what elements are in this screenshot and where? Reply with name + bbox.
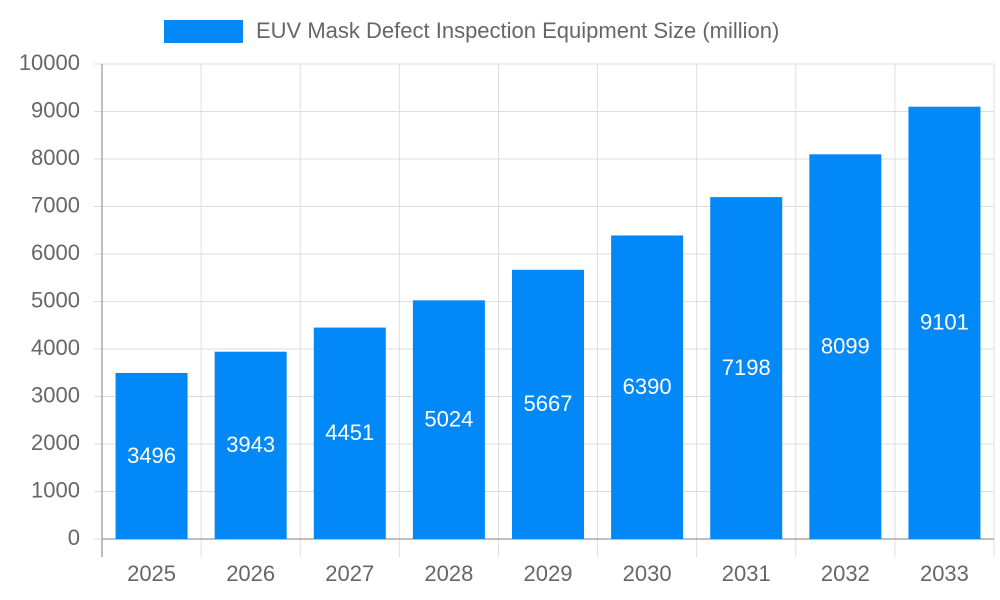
x-tick-label: 2027 — [325, 561, 374, 586]
y-tick-label: 2000 — [31, 430, 80, 455]
bar — [809, 154, 882, 540]
bar — [710, 197, 783, 539]
y-tick-label: 9000 — [31, 97, 80, 122]
x-tick-label: 2026 — [226, 561, 275, 586]
y-tick-label: 8000 — [31, 145, 80, 170]
bar — [611, 235, 684, 539]
y-tick-label: 10000 — [19, 50, 80, 75]
y-tick-label: 4000 — [31, 335, 80, 360]
bar — [908, 106, 981, 539]
bar — [115, 372, 188, 539]
y-tick-label: 1000 — [31, 477, 80, 502]
legend-swatch — [164, 20, 243, 43]
y-tick-label: 0 — [68, 525, 80, 550]
x-tick-label: 2028 — [424, 561, 473, 586]
data-label: 3943 — [226, 432, 275, 457]
data-label: 5667 — [524, 391, 573, 416]
x-tick-label: 2025 — [127, 561, 176, 586]
data-label: 7198 — [722, 355, 771, 380]
data-label: 8099 — [821, 333, 870, 358]
bar — [512, 269, 584, 539]
data-label: 3496 — [127, 443, 176, 468]
data-label: 9101 — [920, 310, 969, 335]
y-tick-label: 7000 — [31, 192, 80, 217]
x-tick-label: 2030 — [623, 561, 672, 586]
data-label: 5024 — [424, 406, 473, 431]
x-tick-label: 2032 — [821, 561, 870, 586]
bar — [214, 351, 287, 539]
x-tick-label: 2031 — [722, 561, 771, 586]
y-tick-label: 5000 — [31, 287, 80, 312]
data-label: 6390 — [623, 374, 672, 399]
bar — [412, 300, 485, 539]
bar — [313, 327, 386, 539]
x-tick-label: 2033 — [920, 561, 969, 586]
x-tick-label: 2029 — [524, 561, 573, 586]
legend-label: EUV Mask Defect Inspection Equipment Siz… — [256, 18, 779, 43]
data-label: 4451 — [325, 420, 374, 445]
y-tick-label: 3000 — [31, 382, 80, 407]
y-tick-label: 6000 — [31, 240, 80, 265]
